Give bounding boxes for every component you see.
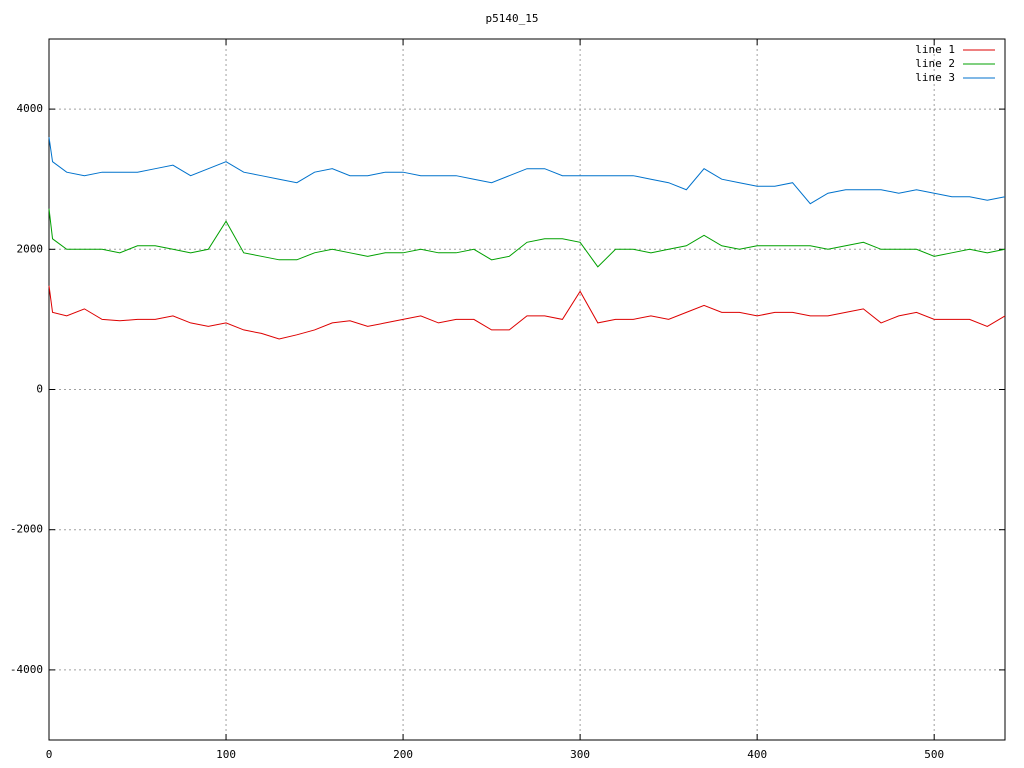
- data-line: [48, 208, 1006, 268]
- x-tick-label: 0: [46, 748, 53, 761]
- legend-label: line 1: [915, 43, 955, 56]
- x-tick-label: 500: [924, 748, 944, 761]
- x-tick-label: 400: [747, 748, 767, 761]
- y-tick-label: -2000: [10, 523, 43, 536]
- data-line: [48, 137, 1006, 205]
- y-tick-label: 4000: [17, 102, 44, 115]
- chart-title: p5140_15: [486, 12, 539, 25]
- y-tick-label: 2000: [17, 242, 44, 255]
- y-tick-label: -4000: [10, 663, 43, 676]
- x-tick-label: 100: [216, 748, 236, 761]
- x-tick-label: 300: [570, 748, 590, 761]
- plot-frame: [48, 38, 1006, 741]
- legend-label: line 3: [915, 71, 955, 84]
- x-tick-label: 200: [393, 748, 413, 761]
- data-line: [48, 285, 1006, 340]
- y-tick-label: 0: [36, 383, 43, 396]
- legend-label: line 2: [915, 57, 955, 70]
